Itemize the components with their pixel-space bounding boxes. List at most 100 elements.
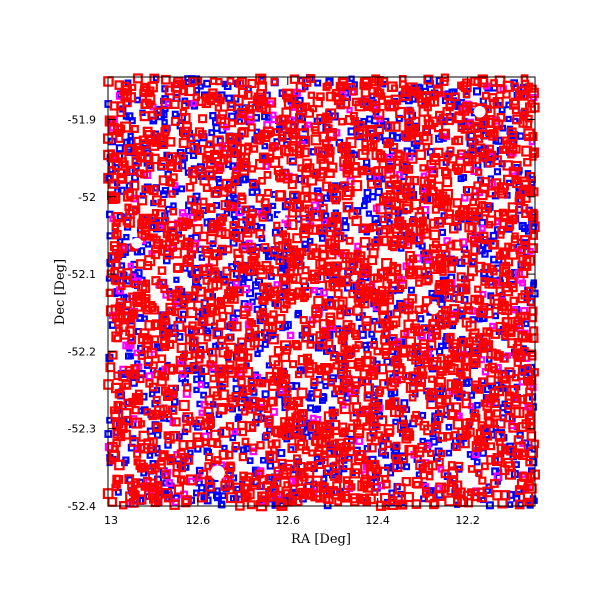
data-point [122,190,134,202]
data-point [282,300,291,309]
data-point [463,345,473,355]
data-point [217,216,226,225]
data-point [141,98,152,109]
data-point [241,437,250,446]
data-point [294,370,303,379]
data-point [392,309,402,318]
data-point [218,109,228,119]
data-point [157,266,167,275]
data-point [238,452,248,462]
data-point [437,366,447,376]
data-point [378,302,389,313]
data-point [292,382,301,391]
data-point [194,348,205,359]
data-point [269,157,281,168]
data-point [506,277,517,289]
data-point [124,203,132,211]
data-point [518,268,529,279]
data-point [353,427,365,439]
data-point [265,153,275,163]
data-point [514,485,525,495]
data-point [118,501,128,510]
data-point [428,96,440,107]
data-point [474,401,481,409]
data-point [121,160,129,168]
data-point [192,93,200,101]
data-point [510,407,521,418]
data-point [411,86,421,96]
data-point [307,404,315,412]
data-point [299,147,310,158]
data-point [375,203,387,215]
data-point [346,360,356,369]
data-point [384,121,396,132]
data-point [492,409,502,418]
data-point [398,375,406,384]
data-point [460,194,469,202]
data-point [361,202,368,210]
data-point [429,244,439,254]
data-point [248,423,257,431]
data-point [314,193,324,202]
data-point [397,365,406,374]
data-point [214,329,223,338]
data-point [379,195,387,204]
data-point [381,258,393,270]
data-point [392,461,403,473]
data-point [508,215,518,225]
data-point [261,261,272,271]
data-point [489,267,498,276]
data-point [197,375,206,383]
data-point [381,350,390,359]
data-point [451,431,460,440]
data-point [240,408,249,416]
data-point [484,157,496,168]
data-point [247,101,258,112]
data-point [487,442,496,451]
data-point [111,314,121,323]
data-point [114,459,125,471]
data-point [435,377,446,388]
data-point [495,251,504,260]
data-point [297,354,309,366]
data-point [528,313,538,323]
data-point [447,264,456,273]
data-point [188,321,197,330]
data-point [477,421,486,430]
data-point [509,98,520,110]
data-point [249,179,259,189]
data-point [153,107,162,117]
data-point [439,129,449,139]
data-point [154,431,162,439]
data-point [231,321,242,332]
data-point [279,273,289,283]
data-point [317,147,329,159]
data-point [504,270,513,278]
data-point [351,180,363,192]
data-point [494,370,503,379]
data-point [326,455,338,467]
data-point [269,310,278,319]
data-point [479,225,486,232]
data-point [460,391,470,401]
data-point [452,198,463,208]
data-point [239,310,249,320]
data-point [229,434,237,442]
data-point [216,402,228,414]
data-point [482,91,490,100]
data-point [417,442,427,453]
data-point [476,487,485,496]
data-point [294,311,301,319]
data-point [392,155,403,166]
data-point [387,390,395,398]
data-point [245,223,256,234]
data-point [396,421,408,433]
data-point [273,281,281,288]
data-point [329,419,341,431]
data-point [305,121,312,128]
data-point [489,98,499,109]
data-point [284,201,292,209]
data-point [434,490,445,501]
data-point [359,81,368,90]
data-point [339,403,351,415]
